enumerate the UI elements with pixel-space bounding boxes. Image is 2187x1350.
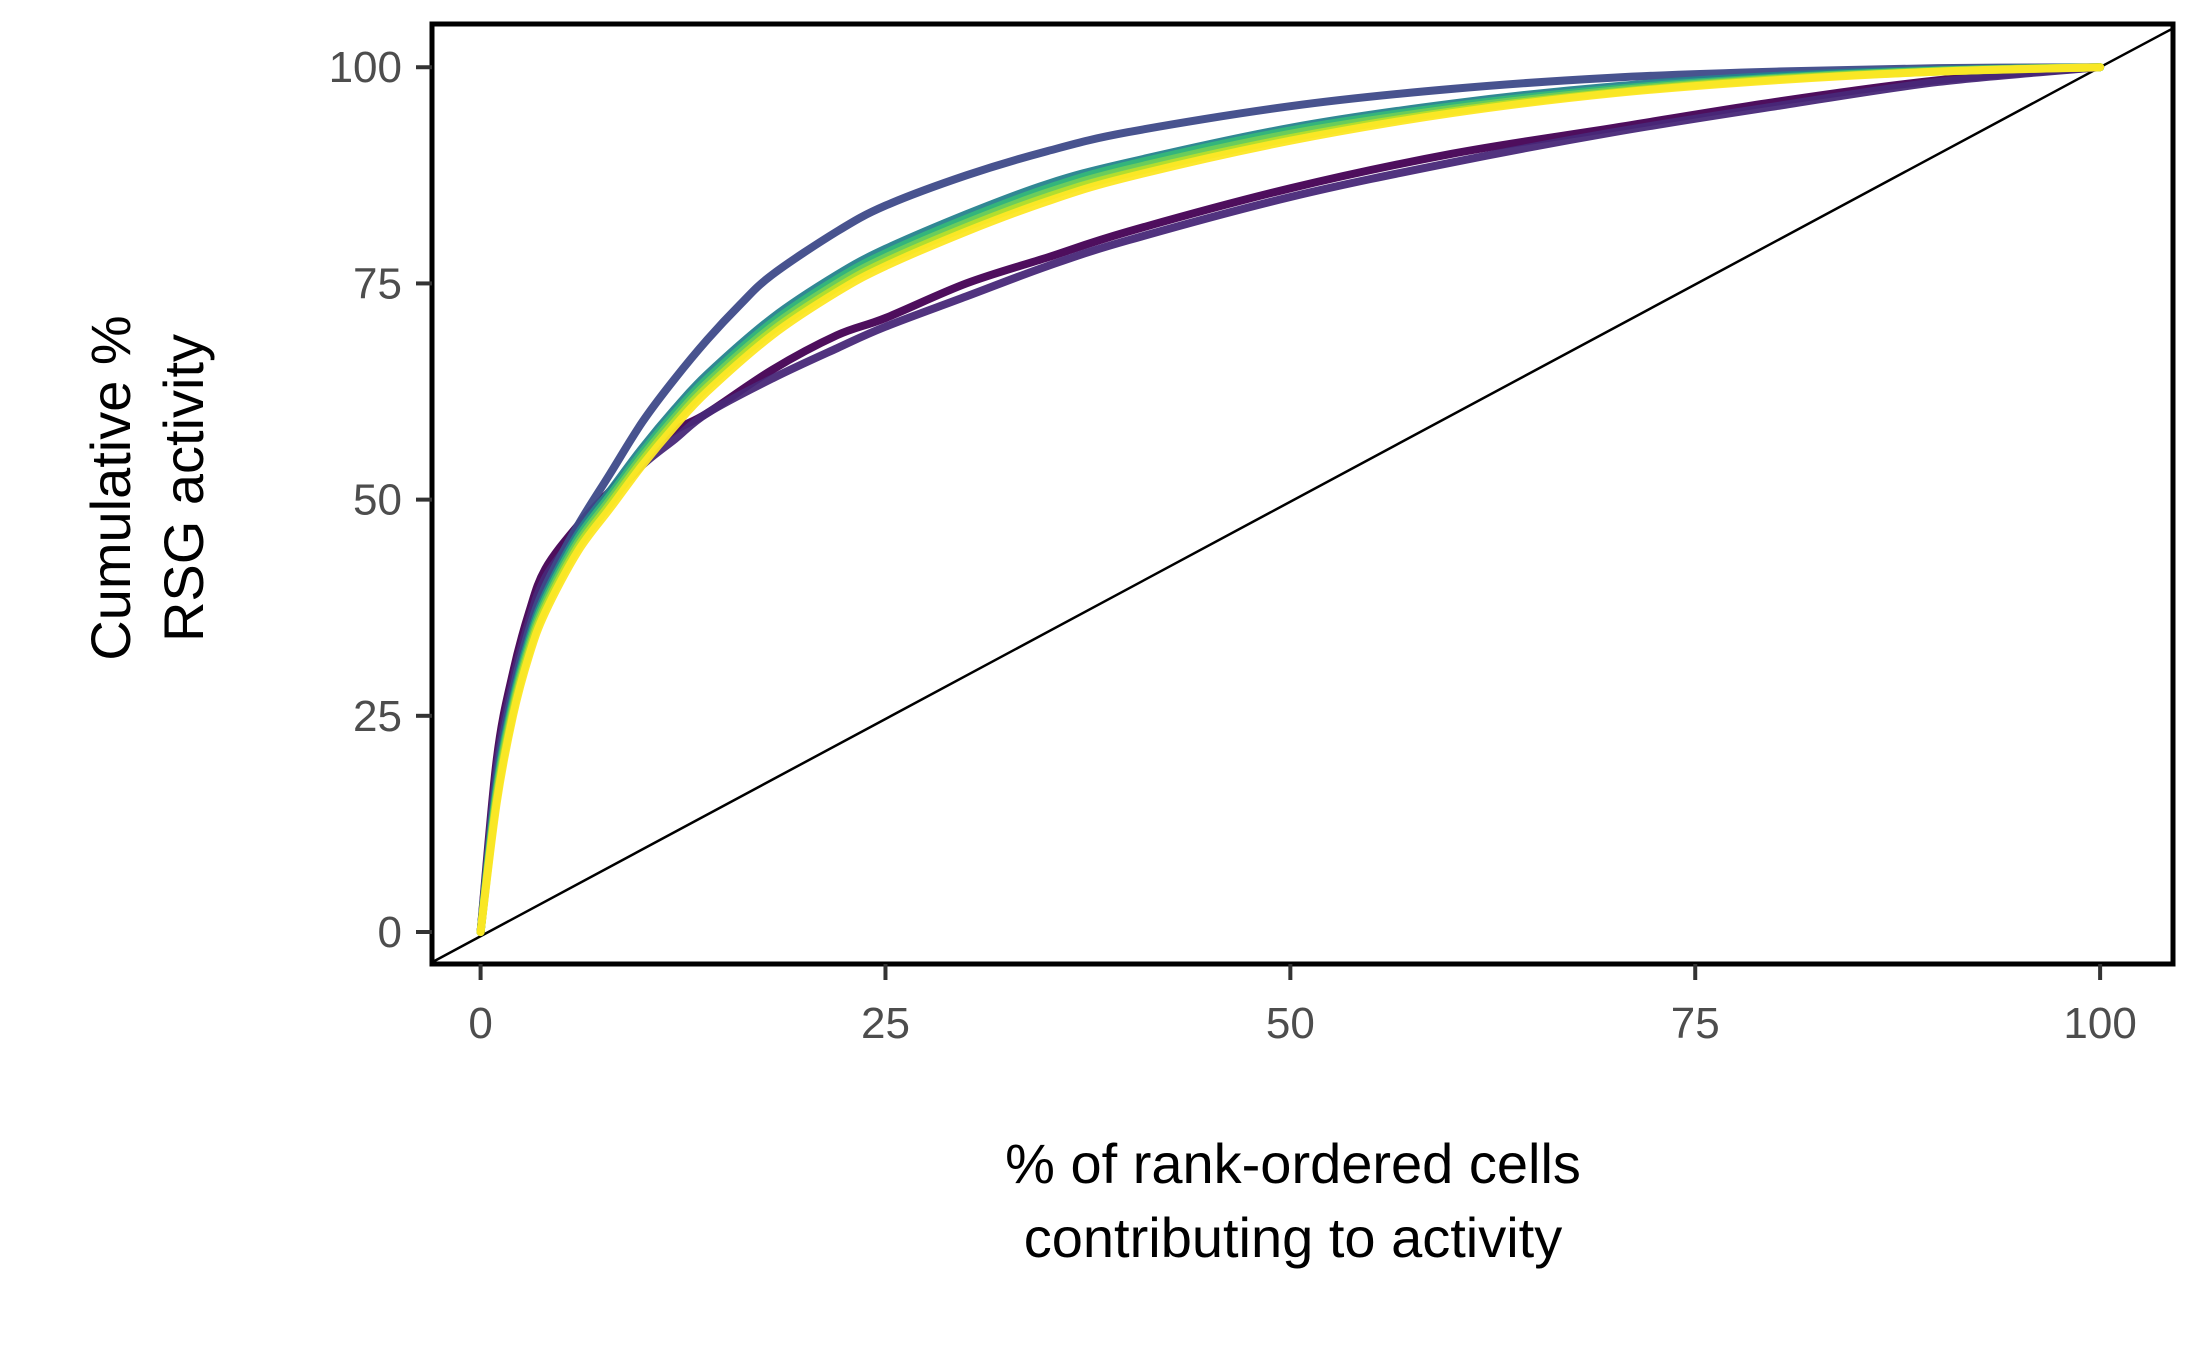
x-tick-label: 25 <box>861 999 910 1048</box>
y-tick-label: 100 <box>329 43 402 92</box>
x-axis-title-line-1: % of rank-ordered cells <box>1005 1132 1581 1195</box>
y-axis-title-line-2: RSG activity <box>152 334 215 642</box>
plot-panel-border <box>429 21 2176 967</box>
x-axis: 0 25 50 75 100 <box>468 964 2137 1048</box>
x-tick-label: 75 <box>1671 999 1720 1048</box>
x-axis-title-line-2: contributing to activity <box>1024 1206 1562 1269</box>
y-axis-title-line-1: Cumulative % <box>79 315 142 660</box>
x-tick-label: 100 <box>2063 999 2136 1048</box>
equality-line <box>432 27 2173 964</box>
series-curve-8 <box>476 63 2105 936</box>
x-tick-label: 0 <box>468 999 492 1048</box>
y-tick-label: 50 <box>353 476 402 525</box>
y-axis: 0 25 50 75 100 <box>329 43 432 957</box>
series-layer <box>432 27 2173 964</box>
y-tick-label: 25 <box>353 692 402 741</box>
y-tick-label: 0 <box>378 908 402 957</box>
x-tick-label: 50 <box>1266 999 1315 1048</box>
y-tick-label: 75 <box>353 259 402 308</box>
